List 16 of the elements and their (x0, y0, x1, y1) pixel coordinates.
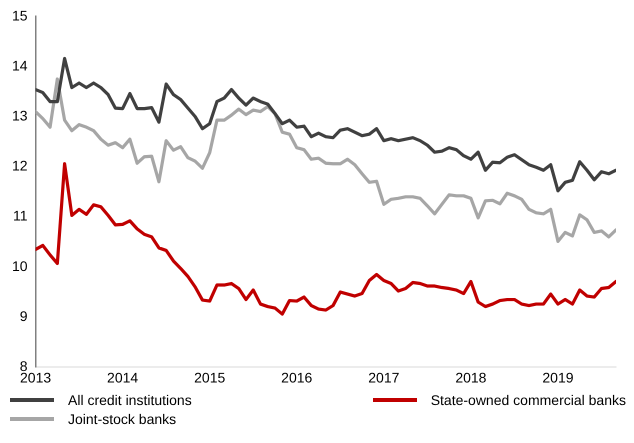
x-tick-label: 2016 (281, 369, 313, 386)
y-tick-label: 15 (12, 7, 28, 24)
y-tick-label: 10 (12, 258, 28, 274)
x-tick-label: 2018 (455, 369, 487, 386)
x-tick-label: 2015 (194, 369, 226, 386)
y-tick-label: 13 (12, 107, 28, 124)
x-tick-label: 2014 (107, 369, 138, 386)
legend-label: All credit institutions (68, 392, 192, 408)
x-tick-label: 2017 (368, 369, 400, 386)
y-tick-label: 9 (20, 308, 28, 324)
y-tick-label: 11 (13, 208, 28, 224)
x-tick-label: 2019 (542, 369, 574, 386)
y-tick-label: 12 (12, 158, 28, 174)
legend-label: State-owned commercial banks (430, 392, 626, 408)
legend-label: Joint-stock banks (68, 411, 176, 427)
y-tick-label: 14 (12, 57, 28, 74)
